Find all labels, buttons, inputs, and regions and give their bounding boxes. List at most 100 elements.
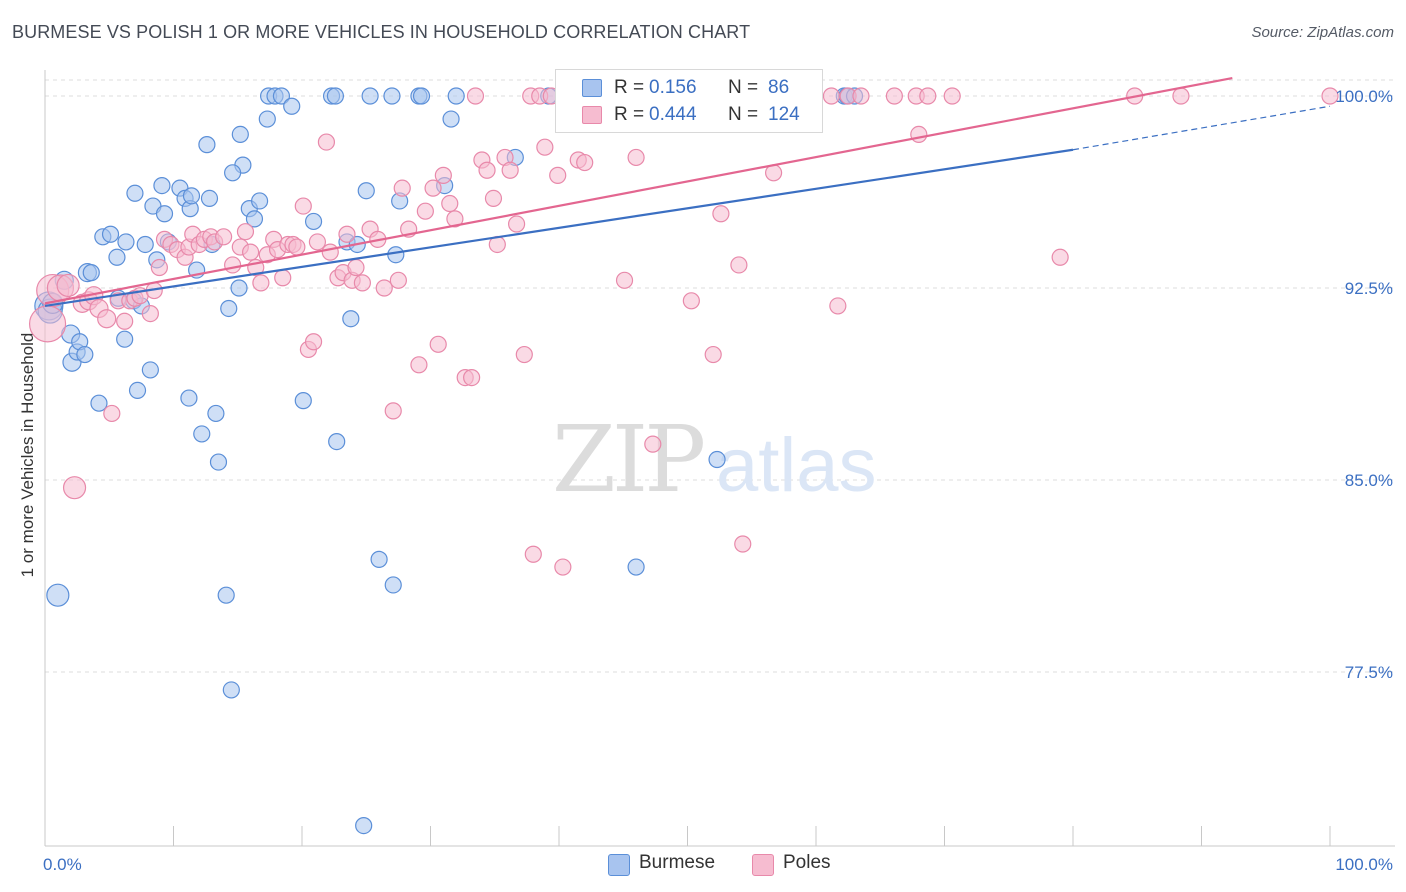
x-tick-label: 0.0% [43,855,82,874]
poles-points [28,87,1339,576]
poles-point [501,161,519,179]
poles-point [252,274,270,292]
burmese-point [200,189,219,207]
poles-point [338,225,356,243]
burmese-point [230,279,248,297]
poles-point [943,87,961,105]
poles-legend-label: Poles [783,852,831,873]
burmese-point [627,558,645,576]
y-tick-label: 100.0% [1335,87,1393,106]
poles-point [116,312,134,330]
burmese-point [193,425,211,443]
y-tick-label: 92.5% [1345,279,1393,298]
burmese-point [355,816,373,835]
poles-point [910,125,928,143]
burmese-point [250,192,269,210]
legend-r-label: R = [614,104,645,125]
poles-point [242,243,260,261]
poles-point [549,166,567,184]
poles-point [97,309,117,329]
trend-lines [44,76,1331,308]
poles-point [615,271,634,289]
poles-point [410,356,428,374]
poles-point [682,292,700,310]
poles-point [56,273,80,298]
poles-point [236,223,255,241]
legend-row-burmese: R = 0.156 N = 86 [556,75,822,101]
burmese-point [46,583,70,607]
poles-point [712,205,730,223]
poles-point [294,197,312,215]
poles-point [822,87,841,105]
poles-point [885,87,903,105]
burmese-point [383,87,401,105]
poles-point [484,189,503,207]
poles-legend-swatch [752,854,774,876]
burmese-point [220,299,238,318]
legend-r-value: 0.444 [649,104,697,125]
burmese-point [447,87,465,105]
burmese-point [155,205,174,223]
burmese-point [217,586,235,604]
burmese-legend-swatch [608,854,630,876]
poles-point [62,476,87,500]
poles-point [441,194,459,213]
poles-point [1321,87,1339,105]
poles-point [347,258,365,277]
poles-point [734,535,752,553]
burmese-point [442,110,460,128]
poles-point [353,274,371,292]
poles-point [28,305,67,343]
burmese-point [326,87,345,105]
poles-point [375,279,393,297]
burmese-point [412,87,431,105]
poles-point [446,210,464,228]
burmese-point [128,381,147,399]
poles-point [393,179,411,197]
burmese-point [272,87,291,105]
burmese-point [357,182,375,200]
source-label: Source: ZipAtlas.com [1251,24,1394,41]
poles-point [852,87,870,105]
burmese-point [387,246,405,264]
axes [44,70,1395,847]
legend-n-label: N = [728,77,759,98]
burmese-point [209,453,228,471]
burmese-trend-extension [1072,105,1331,151]
poles-point [150,258,168,277]
burmese-point [180,389,198,407]
burmese-point [182,187,201,205]
x-tick-label: 100.0% [1335,855,1393,874]
burmese-point [370,550,388,568]
poles-point [389,271,407,289]
burmese-point [90,394,108,412]
burmese-trend-line [44,148,1074,308]
burmese-point [222,681,240,699]
tick-labels: 100.0% 92.5% 85.0% 77.5% 0.0% 100.0% [43,87,1393,874]
chart-title: BURMESE VS POLISH 1 OR MORE VEHICLES IN … [12,22,751,42]
burmese-point [361,87,379,105]
poles-point [919,87,937,105]
burmese-legend-label: Burmese [639,852,716,873]
poles-point [304,333,323,351]
poles-point [829,297,847,315]
burmese-point [224,164,242,182]
correlation-legend: R = 0.156 N = 86 R = 0.444 N = 124 [555,69,823,133]
poles-point [515,345,533,364]
burmese-point [76,345,94,364]
burmese-point [294,392,312,410]
burmese-point [245,210,264,228]
burmese-point [231,125,249,143]
poles-point [1051,248,1069,266]
poles-point [644,435,662,453]
burmese-point [116,330,134,348]
burmese-point [141,361,159,379]
watermark-zip: ZIP [552,406,703,513]
poles-point [308,233,327,251]
burmese-point [126,184,144,202]
poles-point [429,335,447,353]
poles-point [103,404,121,423]
poles-point [576,153,594,172]
poles-point [224,256,242,274]
